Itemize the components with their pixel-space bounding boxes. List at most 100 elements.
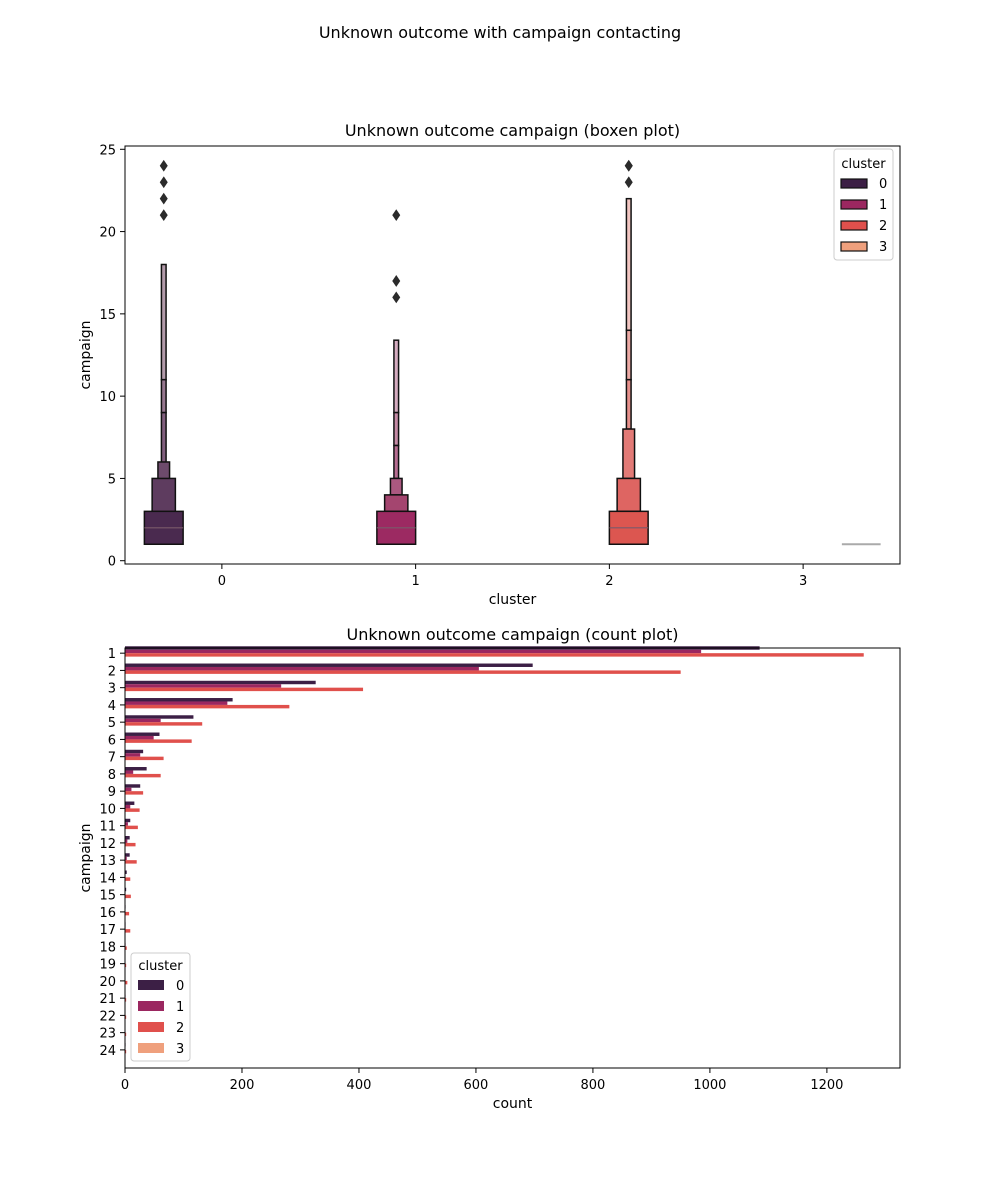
- boxen-outlier-cluster-2-0: [624, 176, 633, 189]
- count-bar-cluster-2-campaign-9: [125, 791, 144, 795]
- count-y-tick-label: 17: [99, 923, 116, 938]
- count-bar-cluster-0-campaign-7: [125, 749, 144, 754]
- boxen-box-cluster-1-level-1: [383, 494, 409, 513]
- count-y-tick-label: 11: [99, 820, 116, 835]
- count-y-tick-label: 9: [108, 785, 116, 800]
- count-y-tick-label: 1: [108, 647, 116, 662]
- count-x-tick-label: 1000: [693, 1078, 726, 1093]
- count-bar-cluster-1-campaign-10: [125, 804, 131, 809]
- boxen-y-tick-label: 0: [108, 555, 116, 570]
- count-bar-cluster-2-campaign-24: [125, 1049, 127, 1054]
- count-bar-cluster-2-campaign-23: [125, 1032, 127, 1037]
- boxen-outlier-cluster-0-3: [159, 159, 168, 172]
- boxen-box-cluster-1-level-2: [389, 477, 403, 496]
- count-bar-cluster-2-campaign-18: [125, 946, 127, 950]
- count-bar-cluster-2-campaign-21: [125, 998, 127, 1002]
- count-legend-title: cluster: [138, 959, 183, 974]
- count-legend-swatch-3: [138, 1043, 164, 1053]
- boxen-legend-swatch-2: [840, 220, 868, 231]
- count-bar-cluster-0-campaign-5: [125, 715, 194, 719]
- count-bar-cluster-1-campaign-6: [125, 735, 154, 740]
- boxen-legend-swatch-1: [840, 199, 868, 210]
- boxen-x-tick-label: 2: [605, 574, 613, 589]
- boxen-outlier-cluster-0-1: [159, 192, 168, 205]
- count-y-axis-label: campaign: [78, 823, 94, 892]
- boxen-x-tick-label: 3: [799, 574, 807, 589]
- count-bar-cluster-2-campaign-20: [125, 980, 128, 985]
- boxen-plot-title: Unknown outcome campaign (boxen plot): [345, 121, 680, 140]
- count-y-tick-label: 3: [108, 682, 116, 697]
- count-bar-cluster-2-campaign-8: [125, 773, 161, 778]
- count-y-tick-label: 2: [108, 664, 116, 679]
- count-y-tick-label: 22: [99, 1009, 116, 1024]
- boxen-legend-swatch-3: [840, 241, 868, 252]
- count-legend-swatch-2: [138, 1022, 164, 1032]
- count-bar-cluster-0-campaign-14: [125, 870, 127, 874]
- count-plot-marks: [125, 646, 864, 1054]
- boxen-legend-title: cluster: [841, 157, 886, 172]
- count-bar-cluster-2-campaign-19: [125, 963, 127, 968]
- count-bar-cluster-1-campaign-13: [125, 856, 127, 861]
- count-bar-cluster-0-campaign-2: [125, 663, 533, 667]
- boxen-legend: cluster 0 1 2 3: [833, 148, 894, 261]
- count-y-tick-label: 20: [99, 975, 116, 990]
- boxen-box-cluster-2-level-4: [625, 329, 632, 381]
- boxen-outlier-cluster-0-0: [159, 209, 168, 222]
- boxen-plot: Unknown outcome campaign (boxen plot) 0 1…: [78, 121, 901, 608]
- count-plot-title: Unknown outcome campaign (count plot): [346, 625, 678, 644]
- count-y-tick-label: 13: [99, 854, 116, 869]
- boxen-y-ticks: 0 5 10 15 20 25: [99, 143, 125, 570]
- boxen-legend-label-2: 2: [879, 219, 887, 234]
- count-y-tick-label: 14: [99, 871, 116, 886]
- boxen-x-tick-label: 1: [411, 574, 419, 589]
- boxen-legend-label-0: 0: [879, 177, 887, 192]
- boxen-legend-label-3: 3: [879, 240, 887, 255]
- count-y-tick-label: 7: [108, 751, 116, 766]
- count-bar-cluster-0-campaign-10: [125, 801, 135, 805]
- figure-suptitle: Unknown outcome with campaign contacting: [319, 23, 681, 42]
- count-x-tick-label: 800: [581, 1078, 606, 1093]
- count-bar-cluster-0-campaign-11: [125, 818, 131, 823]
- count-y-tick-label: 18: [99, 940, 116, 955]
- count-bar-cluster-0-campaign-6: [125, 732, 160, 736]
- count-bar-cluster-2-campaign-4: [125, 704, 290, 709]
- count-bar-cluster-0-campaign-3: [125, 680, 316, 685]
- boxen-box-cluster-0-level-4: [160, 378, 167, 414]
- count-bar-cluster-0-campaign-9: [125, 784, 141, 788]
- count-y-tick-label: 10: [99, 802, 116, 817]
- count-bar-cluster-0-campaign-8: [125, 767, 147, 771]
- count-bar-cluster-0-campaign-4: [125, 698, 233, 702]
- count-plot-frame: [124, 647, 901, 1069]
- count-y-tick-label: 23: [99, 1027, 116, 1042]
- count-bar-cluster-1-campaign-11: [125, 822, 128, 826]
- count-bar-cluster-2-campaign-15: [125, 894, 131, 899]
- count-legend-label-1: 1: [176, 1000, 184, 1015]
- count-legend-swatch-1: [138, 1001, 164, 1011]
- count-x-ticks: 0 200 400 600 800 1000 1200: [121, 1068, 843, 1093]
- boxen-y-tick-label: 10: [99, 390, 116, 405]
- boxen-box-cluster-1-level-5: [393, 339, 400, 414]
- boxen-plot-marks: [143, 159, 881, 546]
- count-bar-cluster-2-campaign-17: [125, 929, 131, 933]
- count-bar-cluster-1-campaign-2: [125, 666, 479, 671]
- count-legend-swatch-0: [138, 980, 164, 990]
- count-legend: cluster 0 1 2 3: [130, 952, 191, 1062]
- count-y-tick-label: 15: [99, 889, 116, 904]
- count-plot: Unknown outcome campaign (count plot) 0 2…: [78, 625, 901, 1112]
- count-bar-cluster-2-campaign-3: [125, 687, 364, 692]
- boxen-legend-swatch-0: [840, 178, 868, 189]
- count-bar-cluster-1-campaign-4: [125, 701, 228, 705]
- count-y-tick-label: 16: [99, 906, 116, 921]
- count-bar-cluster-1-campaign-12: [125, 839, 128, 843]
- count-x-tick-label: 600: [464, 1078, 489, 1093]
- boxen-y-tick-label: 5: [108, 472, 116, 487]
- count-y-tick-label: 5: [108, 716, 116, 731]
- boxen-box-cluster-2-level-5: [625, 197, 632, 332]
- count-bar-cluster-1-campaign-3: [125, 684, 282, 688]
- count-bar-cluster-1-campaign-1: [125, 649, 702, 654]
- boxen-y-tick-label: 15: [99, 308, 116, 323]
- count-legend-label-2: 2: [176, 1021, 184, 1036]
- count-bar-cluster-2-campaign-11: [125, 825, 138, 830]
- count-y-tick-label: 12: [99, 837, 116, 852]
